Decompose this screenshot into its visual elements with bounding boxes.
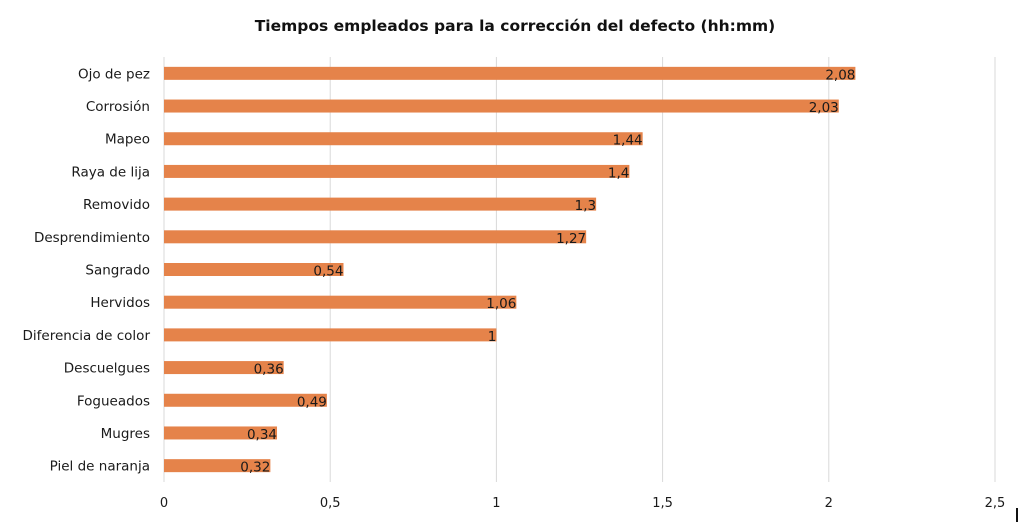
category-label: Diferencia de color — [23, 328, 151, 344]
category-label: Ojo de pez — [78, 66, 150, 82]
x-tick-label: 2,5 — [985, 496, 1006, 511]
data-label: 0,36 — [254, 362, 284, 378]
bar — [164, 263, 344, 276]
data-label: 0,49 — [297, 394, 327, 410]
x-tick-label: 0,5 — [320, 496, 341, 511]
x-tick-label: 1 — [492, 496, 500, 511]
bar — [164, 197, 597, 211]
category-label: Descuelgues — [64, 361, 150, 377]
x-tick-label: 2 — [825, 496, 833, 511]
data-label: 0,54 — [313, 264, 343, 280]
category-label: Fogueados — [77, 393, 150, 409]
bar — [164, 99, 839, 113]
data-label: 1,06 — [486, 296, 516, 312]
text-cursor — [1016, 508, 1018, 522]
x-tick-label: 0 — [160, 496, 168, 511]
data-label: 1,3 — [575, 198, 596, 214]
chart-title: Tiempos empleados para la corrección del… — [254, 17, 776, 35]
data-label: 1,4 — [608, 165, 629, 181]
bar — [164, 459, 271, 473]
bar — [164, 426, 278, 440]
data-label: 0,34 — [247, 427, 277, 443]
category-label: Mapeo — [105, 132, 150, 148]
category-label: Mugres — [101, 426, 150, 442]
bar — [164, 328, 497, 342]
category-label: Removido — [83, 197, 150, 213]
category-label: Piel de naranja — [50, 459, 150, 475]
bar — [164, 66, 856, 80]
bar — [164, 132, 643, 146]
data-label: 1 — [488, 329, 497, 345]
data-label: 1,44 — [613, 133, 643, 149]
bar — [164, 230, 587, 244]
data-label: 0,32 — [240, 460, 270, 476]
category-label: Hervidos — [90, 295, 150, 311]
data-label: 2,03 — [809, 100, 839, 116]
data-label: 2,08 — [825, 67, 855, 83]
data-label: 1,27 — [556, 231, 586, 247]
bar — [164, 164, 630, 178]
category-label: Desprendimiento — [34, 230, 150, 246]
category-label: Raya de lija — [71, 164, 150, 180]
category-label: Corrosión — [86, 99, 150, 115]
category-label: Sangrado — [85, 263, 150, 279]
bar — [164, 361, 284, 375]
bar — [164, 295, 517, 309]
x-tick-label: 1,5 — [652, 496, 673, 511]
bar — [164, 393, 327, 407]
